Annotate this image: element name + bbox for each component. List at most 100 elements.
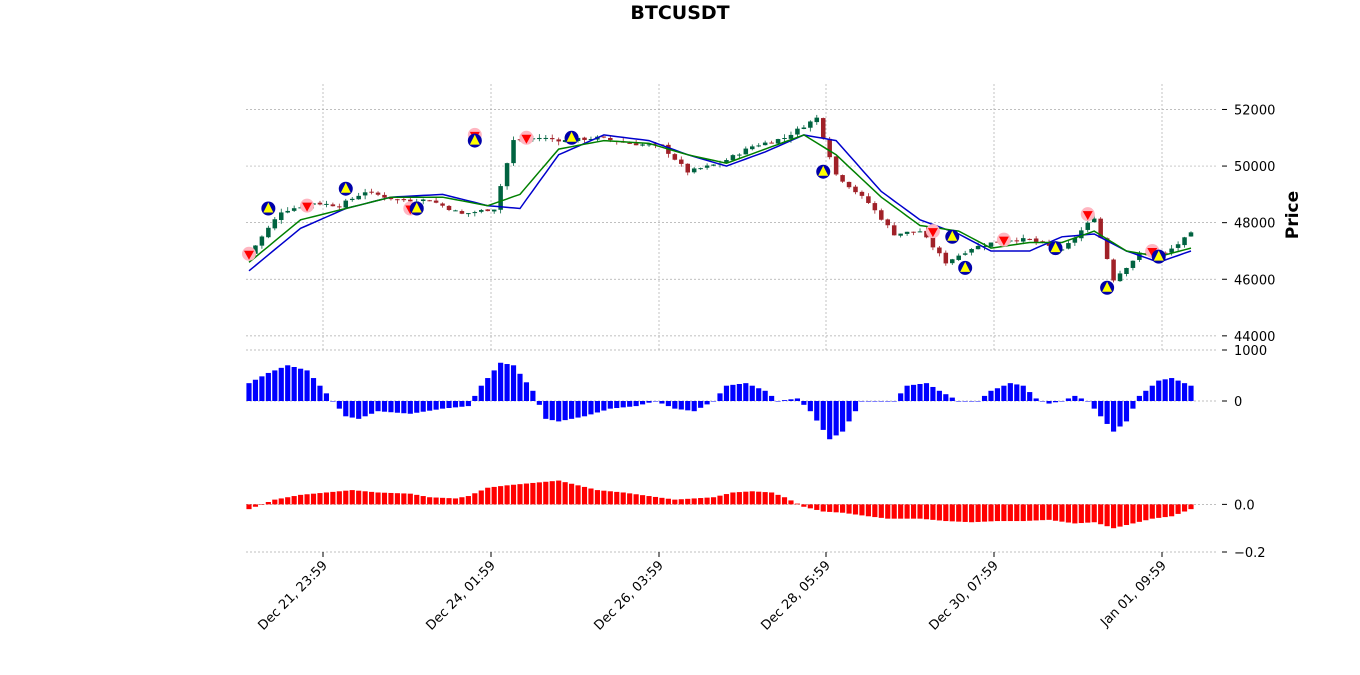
candle-body: [395, 199, 400, 201]
oscillator-bar: [891, 504, 897, 519]
oscillator-bar: [433, 497, 439, 505]
candle-body: [904, 231, 910, 234]
candle-body: [1027, 238, 1032, 240]
candle-body: [1169, 248, 1174, 253]
histogram-bar: [485, 378, 491, 401]
oscillator-bar: [291, 496, 297, 505]
candle-body: [782, 137, 787, 139]
histogram-bar: [930, 386, 936, 401]
oscillator-panel: [246, 480, 1194, 529]
histogram-panel: [246, 362, 1194, 440]
candle-body: [737, 154, 742, 156]
candle-body: [330, 204, 336, 207]
oscillator-bar: [1188, 504, 1194, 510]
histogram-bar: [1007, 383, 1013, 401]
candle-body: [762, 142, 768, 146]
candle-body: [627, 142, 632, 144]
candle-body: [1124, 267, 1129, 275]
candle-body: [588, 138, 594, 140]
oscillator-bar: [1117, 504, 1123, 527]
histogram-bar: [762, 390, 768, 401]
oscillator-bar: [769, 492, 775, 505]
candle-body: [349, 198, 355, 201]
oscillator-bar: [246, 504, 252, 510]
oscillator-bar: [730, 492, 736, 505]
histogram-bar: [1059, 401, 1065, 402]
x-tick-label: Dec 28, 05:59: [758, 558, 833, 633]
oscillator-bar: [904, 504, 910, 519]
oscillator-bar: [562, 482, 568, 505]
candle-body: [891, 225, 897, 236]
oscillator-bar: [349, 490, 355, 505]
oscillator-bar: [388, 492, 394, 505]
oscillator-bar: [1104, 504, 1110, 527]
candle-body: [1104, 238, 1110, 259]
oscillator-bar: [1175, 504, 1181, 514]
oscillator-bar: [1110, 504, 1117, 529]
gridlines: [246, 84, 1218, 553]
candle-body: [253, 245, 258, 254]
x-tick-label: Jan 01, 09:59: [1097, 558, 1169, 630]
histogram-bar: [439, 401, 446, 409]
histogram-bar: [633, 401, 639, 407]
oscillator-bar: [336, 491, 342, 505]
histogram-bar: [723, 385, 730, 401]
oscillator-bar: [956, 504, 962, 522]
histogram-bar: [272, 370, 278, 401]
oscillator-bar: [478, 490, 484, 505]
oscillator-bar: [620, 492, 626, 505]
candle-body: [459, 211, 465, 214]
candle-body: [1117, 273, 1123, 282]
histogram-bar: [820, 401, 826, 430]
histogram-bar: [1117, 401, 1123, 427]
histogram-bar: [678, 401, 684, 410]
candle-body: [988, 242, 994, 247]
oscillator-bar: [510, 484, 517, 505]
oscillator-bar: [498, 486, 504, 505]
oscillator-bar: [756, 491, 762, 505]
histogram-bar: [840, 401, 846, 432]
candle-body: [853, 186, 858, 193]
histogram-bar: [607, 401, 613, 409]
histogram-bar: [1020, 385, 1026, 401]
oscillator-bar: [543, 481, 549, 505]
sell-marker: [521, 134, 532, 144]
candle-body: [356, 195, 361, 200]
candle-body: [491, 209, 497, 212]
oscillator-bar: [704, 497, 710, 505]
oscillator-bar: [278, 498, 284, 505]
histogram-bar: [885, 401, 891, 402]
oscillator-bar: [723, 494, 730, 505]
histogram-bar: [536, 401, 542, 405]
histogram-bar: [710, 401, 717, 402]
oscillator-bar: [581, 486, 588, 505]
histogram-bar: [949, 397, 955, 401]
candle-body: [582, 137, 587, 140]
histogram-bar: [1046, 401, 1052, 404]
histogram-bar: [1085, 401, 1091, 402]
oscillator-bar: [749, 491, 755, 505]
histogram-bar: [246, 383, 252, 401]
buy-marker: [947, 230, 958, 241]
histogram-bar: [769, 395, 775, 401]
oscillator-bar: [310, 493, 317, 505]
oscillator-bar: [975, 504, 981, 522]
oscillator-bar: [427, 497, 433, 505]
candle-body: [266, 227, 271, 238]
sell-marker: [998, 236, 1009, 246]
candle-body: [485, 209, 490, 212]
candle-body: [272, 219, 278, 229]
histogram-bar: [865, 401, 871, 402]
oscillator-bar: [1078, 504, 1084, 524]
histogram-bar: [265, 372, 271, 401]
histogram-bar: [569, 401, 575, 419]
oscillator-bar: [736, 492, 742, 505]
oscillator-bar: [1020, 504, 1026, 522]
histogram-bar: [1098, 401, 1104, 417]
buy-marker: [566, 131, 577, 142]
candle-body: [388, 196, 394, 200]
oscillator-bar: [343, 490, 349, 505]
histogram-bar: [433, 401, 439, 410]
candle-body: [498, 186, 503, 210]
oscillator-bar: [1072, 504, 1078, 524]
